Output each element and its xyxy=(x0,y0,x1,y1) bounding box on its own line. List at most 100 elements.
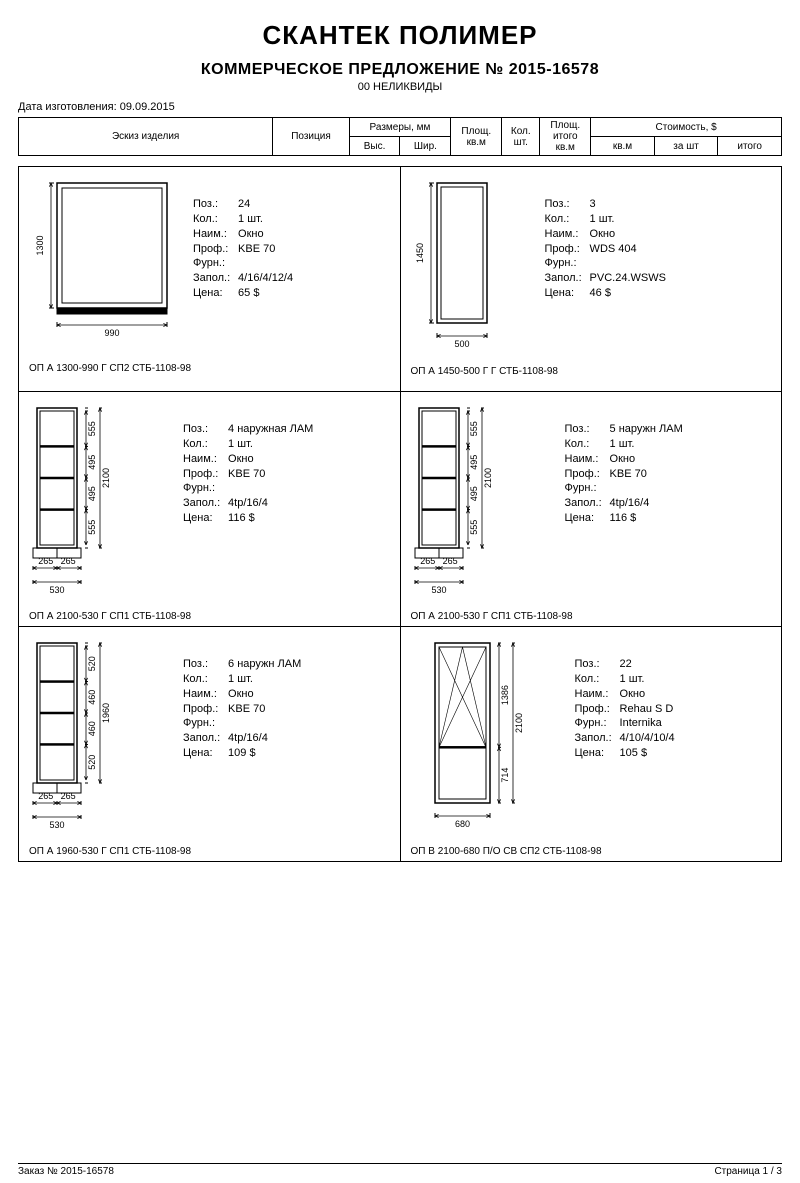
spec-row: Фурн.: xyxy=(183,716,390,731)
spec-value: 4 наружная ЛАМ xyxy=(225,423,313,435)
spec-value: Окно xyxy=(235,228,264,240)
spec-row: Наим.: Окно xyxy=(545,227,772,242)
page-footer: Заказ № 2015-16578 Страница 1 / 3 xyxy=(18,1163,782,1177)
spec-label: Кол.: xyxy=(545,212,587,227)
spec-value: Окно xyxy=(607,453,636,465)
spec-row: Кол.: 1 шт. xyxy=(193,212,390,227)
sketch: 5554954955552100265265530 xyxy=(411,402,551,605)
svg-text:2100: 2100 xyxy=(483,468,493,488)
spec-row: Поз.: 3 xyxy=(545,197,772,212)
offer-title: КОММЕРЧЕСКОЕ ПРЕДЛОЖЕНИЕ № 2015-16578 xyxy=(18,61,782,79)
item-caption: ОП А 1450-500 Г Г СТБ-1108-98 xyxy=(411,366,772,377)
col-sketch: Эскиз изделия xyxy=(19,118,273,156)
col-height: Выс. xyxy=(349,137,400,156)
spec-label: Проф.: xyxy=(183,467,225,482)
spec-row: Запол.: 4tp/16/4 xyxy=(565,496,772,511)
spec-value: 6 наружн ЛАМ xyxy=(225,658,301,670)
spec-label: Кол.: xyxy=(193,212,235,227)
item-cell: 1300990Поз.: 24Кол.: 1 шт.Наим.: ОкноПро… xyxy=(19,167,401,392)
spec-row: Кол.: 1 шт. xyxy=(565,437,772,452)
spec-label: Цена: xyxy=(183,511,225,526)
spec-row: Поз.: 5 наружн ЛАМ xyxy=(565,422,772,437)
sketch: 5554954955552100265265530 xyxy=(29,402,169,605)
spec-label: Наим.: xyxy=(575,687,617,702)
spec-list: Поз.: 22Кол.: 1 шт.Наим.: ОкноПроф.: Reh… xyxy=(575,637,772,761)
spec-row: Поз.: 24 xyxy=(193,197,390,212)
svg-text:990: 990 xyxy=(104,328,119,338)
sketch: 5204604605201960265265530 xyxy=(29,637,169,840)
spec-label: Проф.: xyxy=(565,467,607,482)
sketch: 1300990 xyxy=(29,177,179,350)
spec-row: Проф.: KBE 70 xyxy=(183,702,390,717)
spec-label: Кол.: xyxy=(183,672,225,687)
spec-row: Фурн.: xyxy=(183,481,390,496)
spec-label: Кол.: xyxy=(565,437,607,452)
spec-label: Поз.: xyxy=(193,197,235,212)
spec-label: Фурн.: xyxy=(575,716,617,731)
col-width: Шир. xyxy=(400,137,451,156)
spec-row: Фурн.: Internika xyxy=(575,716,772,731)
spec-row: Цена: 105 $ xyxy=(575,746,772,761)
spec-value: Rehau S D xyxy=(617,703,674,715)
sketch: 13867142100680 xyxy=(411,637,561,840)
svg-text:530: 530 xyxy=(49,585,64,595)
spec-value: 109 $ xyxy=(225,747,256,759)
svg-text:1386: 1386 xyxy=(500,685,510,705)
item-cell: 13867142100680Поз.: 22Кол.: 1 шт.Наим.: … xyxy=(401,627,783,862)
spec-row: Наим.: Окно xyxy=(183,452,390,467)
spec-label: Наим.: xyxy=(183,452,225,467)
spec-label: Запол.: xyxy=(183,496,225,511)
spec-label: Цена: xyxy=(575,746,617,761)
svg-text:460: 460 xyxy=(87,690,97,705)
item-caption: ОП А 1960-530 Г СП1 СТБ-1108-98 xyxy=(29,846,390,857)
svg-text:520: 520 xyxy=(87,656,97,671)
svg-text:555: 555 xyxy=(87,520,97,535)
spec-row: Цена: 46 $ xyxy=(545,286,772,301)
item-caption: ОП А 2100-530 Г СП1 СТБ-1108-98 xyxy=(29,611,390,622)
spec-label: Запол.: xyxy=(565,496,607,511)
item-grid: 1300990Поз.: 24Кол.: 1 шт.Наим.: ОкноПро… xyxy=(18,166,782,862)
svg-text:265: 265 xyxy=(442,556,457,566)
spec-list: Поз.: 24Кол.: 1 шт.Наим.: ОкноПроф.: KBE… xyxy=(193,177,390,301)
spec-label: Запол.: xyxy=(183,731,225,746)
company-title: СКАНТЕК ПОЛИМЕР xyxy=(18,20,782,51)
spec-value: 5 наружн ЛАМ xyxy=(607,423,683,435)
sketch: 1450500 xyxy=(411,177,531,360)
svg-text:1450: 1450 xyxy=(415,243,425,263)
spec-label: Запол.: xyxy=(193,271,235,286)
spec-label: Поз.: xyxy=(575,657,617,672)
col-dims: Размеры, мм xyxy=(349,118,451,137)
spec-value: 3 xyxy=(587,198,596,210)
spec-value: KBE 70 xyxy=(607,468,647,480)
svg-text:714: 714 xyxy=(500,768,510,783)
spec-label: Проф.: xyxy=(183,702,225,717)
footer-order: Заказ № 2015-16578 xyxy=(18,1166,114,1177)
footer-page: Страница 1 / 3 xyxy=(714,1166,782,1177)
spec-value: KBE 70 xyxy=(225,703,265,715)
svg-text:265: 265 xyxy=(38,556,53,566)
spec-label: Наим.: xyxy=(565,452,607,467)
spec-value: 4tp/16/4 xyxy=(225,497,268,509)
spec-row: Цена: 109 $ xyxy=(183,746,390,761)
spec-row: Фурн.: xyxy=(565,481,772,496)
item-caption: ОП А 1300-990 Г СП2 СТБ-1108-98 xyxy=(29,363,390,374)
svg-text:520: 520 xyxy=(87,755,97,770)
spec-row: Цена: 116 $ xyxy=(183,511,390,526)
spec-row: Поз.: 22 xyxy=(575,657,772,672)
svg-text:555: 555 xyxy=(469,520,479,535)
svg-text:495: 495 xyxy=(469,486,479,501)
spec-row: Проф.: WDS 404 xyxy=(545,242,772,257)
spec-value: KBE 70 xyxy=(235,243,275,255)
svg-text:2100: 2100 xyxy=(514,713,524,733)
spec-value: 1 шт. xyxy=(587,213,615,225)
spec-row: Запол.: 4/16/4/12/4 xyxy=(193,271,390,286)
spec-row: Кол.: 1 шт. xyxy=(575,672,772,687)
spec-row: Проф.: KBE 70 xyxy=(183,467,390,482)
spec-label: Проф.: xyxy=(545,242,587,257)
svg-text:265: 265 xyxy=(420,556,435,566)
svg-text:265: 265 xyxy=(38,791,53,801)
spec-row: Цена: 65 $ xyxy=(193,286,390,301)
spec-label: Наим.: xyxy=(183,687,225,702)
spec-label: Цена: xyxy=(183,746,225,761)
spec-label: Запол.: xyxy=(545,271,587,286)
